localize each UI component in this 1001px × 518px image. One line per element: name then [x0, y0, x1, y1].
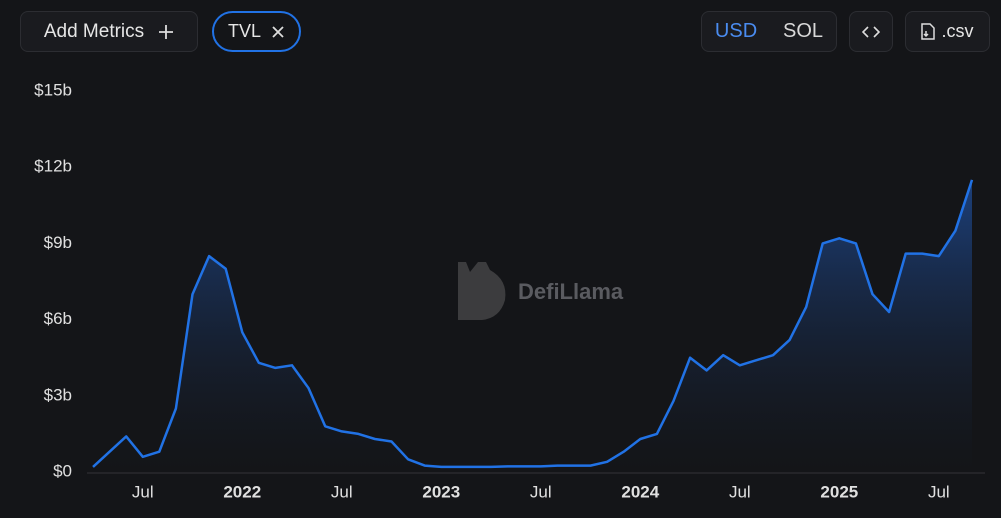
x-tick-label: 2025 [820, 482, 858, 501]
close-icon[interactable] [271, 25, 285, 39]
add-metrics-button[interactable]: Add Metrics [20, 11, 198, 52]
x-tick-label: Jul [132, 482, 154, 501]
file-icon [921, 23, 936, 40]
metric-label: TVL [227, 21, 261, 41]
x-tick-label: Jul [331, 482, 353, 501]
metric-chip[interactable]: TVL [212, 11, 301, 52]
y-tick-label: $9b [44, 233, 72, 252]
x-tick-label: Jul [928, 482, 950, 501]
y-tick-label: $12b [34, 157, 72, 176]
tvl-line [92, 179, 974, 469]
y-tick-label: $6b [44, 309, 72, 328]
watermark-text: DefiLlama [518, 279, 624, 304]
x-tick-label: Jul [530, 482, 552, 501]
x-tick-label: 2022 [223, 482, 261, 501]
currency-option[interactable]: USD [714, 20, 758, 42]
currency-option[interactable]: SOL [783, 20, 824, 42]
plus-icon [159, 24, 174, 39]
csv-button[interactable]: .csv [905, 11, 990, 52]
code-icon [862, 25, 880, 38]
area-fill [93, 179, 972, 472]
currency-toggle: USD SOL [701, 11, 837, 52]
y-tick-label: $3b [44, 385, 72, 404]
embed-button[interactable] [849, 11, 893, 52]
csv-label: .csv [941, 21, 974, 41]
x-tick-label: Jul [729, 482, 751, 501]
x-tick-label: 2024 [621, 482, 659, 501]
y-tick-label: $15b [34, 80, 72, 99]
watermark-logo [458, 262, 506, 320]
add-metrics-label: Add Metrics [43, 20, 145, 42]
x-tick-label: 2023 [422, 482, 460, 501]
y-tick-label: $0 [53, 461, 72, 480]
